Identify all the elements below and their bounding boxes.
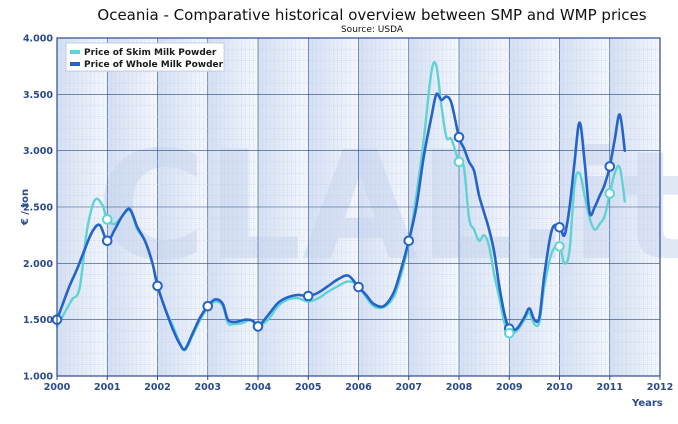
y-tick-label: 1.000: [23, 372, 53, 383]
x-tick-label: 2009: [496, 382, 522, 393]
legend-box: [65, 42, 225, 72]
x-tick-label: 2011: [597, 382, 623, 393]
data-point-marker: [554, 221, 565, 233]
x-tick-labels: 2000 2001 2002 2003 2004 2005 2006 2007 2008 2009…: [44, 376, 673, 393]
x-axis-label: Years: [631, 398, 663, 409]
data-point-marker: [152, 280, 163, 292]
data-point-marker: [101, 214, 113, 225]
y-tick-labels: 1.000 1.500 2.000 2.500 3.000 3.500 4.000: [23, 34, 53, 383]
y-tick-label: 1.500: [23, 315, 53, 326]
data-point-marker: [202, 300, 214, 312]
legend-item-label: Price of Skim Milk Powder: [84, 48, 217, 58]
data-point-marker: [101, 235, 113, 247]
x-tick-label: 2001: [94, 382, 120, 393]
x-tick-label: 2002: [144, 382, 170, 393]
x-tick-label: 2003: [195, 382, 221, 393]
chart-subtitle: Source: USDA: [341, 25, 404, 35]
data-point-marker: [554, 241, 565, 252]
y-tick-label: 3.500: [23, 90, 53, 101]
legend: Price of Skim Milk Powder Price of Whole …: [65, 42, 225, 72]
data-point-marker: [252, 321, 264, 332]
data-point-marker: [453, 131, 465, 143]
y-axis-label: € / ton: [20, 189, 31, 226]
x-tick-label: 2010: [546, 382, 573, 393]
data-point-marker: [403, 235, 415, 247]
legend-item-label: Price of Whole Milk Powder: [84, 60, 224, 70]
x-tick-label: 2004: [245, 382, 272, 393]
y-tick-label: 2.500: [23, 203, 53, 214]
y-tick-label: 3.000: [23, 146, 53, 157]
data-point-marker: [353, 281, 364, 293]
data-point-marker: [604, 161, 616, 172]
x-tick-label: 2005: [295, 382, 321, 393]
x-tick-label: 2000: [44, 382, 71, 393]
x-tick-label: 2008: [446, 382, 473, 393]
data-point-marker: [302, 290, 314, 302]
data-point-marker: [453, 156, 465, 168]
y-tick-label: 2.000: [23, 259, 53, 270]
y-tick-label: 4.000: [23, 34, 53, 45]
data-point-marker: [503, 327, 515, 339]
x-tick-label: 2012: [647, 382, 673, 393]
data-point-marker: [604, 188, 616, 199]
chart-title: Oceania - Comparative historical overvie…: [97, 6, 646, 24]
x-tick-label: 2006: [345, 382, 372, 393]
x-tick-label: 2007: [396, 382, 422, 393]
